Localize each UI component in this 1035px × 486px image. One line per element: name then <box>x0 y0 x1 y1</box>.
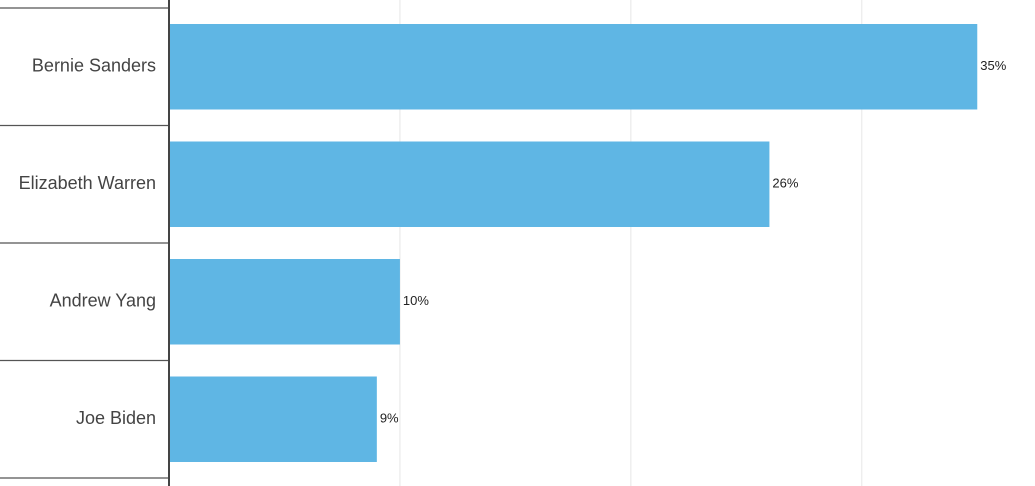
value-label: 35% <box>980 58 1006 73</box>
bar <box>169 259 400 345</box>
value-label: 10% <box>403 293 429 308</box>
bar <box>169 24 978 110</box>
category-label: Elizabeth Warren <box>19 173 156 193</box>
category-label: Andrew Yang <box>50 291 156 311</box>
value-label: 26% <box>772 176 798 191</box>
value-label: 9% <box>380 411 399 426</box>
category-label: Bernie Sanders <box>32 56 156 76</box>
bar <box>169 141 770 227</box>
category-label: Joe Biden <box>76 408 156 428</box>
bar <box>169 376 377 462</box>
